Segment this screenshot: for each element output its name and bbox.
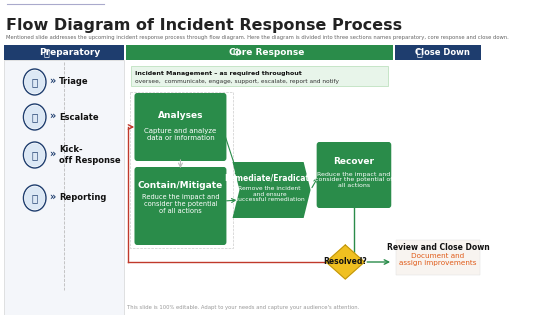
FancyBboxPatch shape <box>396 240 480 275</box>
FancyBboxPatch shape <box>316 142 391 208</box>
FancyBboxPatch shape <box>4 60 124 315</box>
Polygon shape <box>326 245 365 279</box>
Text: Document and
assign improvements: Document and assign improvements <box>399 254 477 266</box>
Text: Review and Close Down: Review and Close Down <box>387 243 489 253</box>
Text: Reporting: Reporting <box>59 193 106 203</box>
Text: 🏛: 🏛 <box>44 48 50 58</box>
Polygon shape <box>232 162 311 218</box>
Text: »: » <box>49 192 55 202</box>
Text: ⓘ: ⓘ <box>416 48 422 58</box>
Text: Core Response: Core Response <box>228 48 304 57</box>
Text: Escalate: Escalate <box>59 112 99 122</box>
Text: Recover: Recover <box>333 157 375 165</box>
Text: Mentioned slide addresses the upcoming incident response process through flow di: Mentioned slide addresses the upcoming i… <box>6 35 509 40</box>
Circle shape <box>24 69 46 95</box>
Circle shape <box>25 187 44 209</box>
Circle shape <box>24 185 46 211</box>
Text: Resolved?: Resolved? <box>324 257 367 266</box>
Text: Triage: Triage <box>59 77 88 87</box>
Text: »: » <box>49 76 55 86</box>
Text: Incident Management – as required throughout: Incident Management – as required throug… <box>136 71 302 76</box>
Text: Reduce the impact and
consider the potential of
all actions: Reduce the impact and consider the poten… <box>315 172 393 188</box>
FancyBboxPatch shape <box>134 167 226 245</box>
FancyBboxPatch shape <box>134 93 226 161</box>
Text: oversee,  communicate, engage, support, escalate, report and notify: oversee, communicate, engage, support, e… <box>136 79 339 84</box>
Text: Flow Diagram of Incident Response Process: Flow Diagram of Incident Response Proces… <box>6 18 402 33</box>
Text: Remediate/Eradicate: Remediate/Eradicate <box>225 174 315 182</box>
Circle shape <box>25 71 44 93</box>
Text: Contain/Mitigate: Contain/Mitigate <box>138 181 223 191</box>
FancyBboxPatch shape <box>126 45 393 60</box>
Text: Capture and analyze
data or information: Capture and analyze data or information <box>144 128 217 140</box>
Circle shape <box>24 142 46 168</box>
Text: ⚙: ⚙ <box>232 48 242 58</box>
Text: 💼: 💼 <box>31 77 38 87</box>
Circle shape <box>24 104 46 130</box>
Text: »: » <box>49 111 55 121</box>
FancyBboxPatch shape <box>131 66 388 86</box>
Text: Kick-
off Response: Kick- off Response <box>59 145 120 165</box>
Text: Remove the incident
and ensure
successful remediation: Remove the incident and ensure successfu… <box>235 186 305 202</box>
Text: Reduce the impact and
consider the potential
of all actions: Reduce the impact and consider the poten… <box>142 194 220 214</box>
Text: This slide is 100% editable. Adapt to your needs and capture your audience's att: This slide is 100% editable. Adapt to yo… <box>127 306 359 311</box>
Text: Preparatory: Preparatory <box>39 48 100 57</box>
Circle shape <box>25 144 44 166</box>
Text: 🔍: 🔍 <box>31 112 38 122</box>
FancyBboxPatch shape <box>395 45 482 60</box>
Text: 📋: 📋 <box>31 193 38 203</box>
Text: »: » <box>49 149 55 159</box>
Circle shape <box>25 106 44 128</box>
Text: 🚀: 🚀 <box>31 150 38 160</box>
Text: Close Down: Close Down <box>415 48 470 57</box>
FancyBboxPatch shape <box>4 45 124 60</box>
Text: Analyses: Analyses <box>158 112 203 121</box>
